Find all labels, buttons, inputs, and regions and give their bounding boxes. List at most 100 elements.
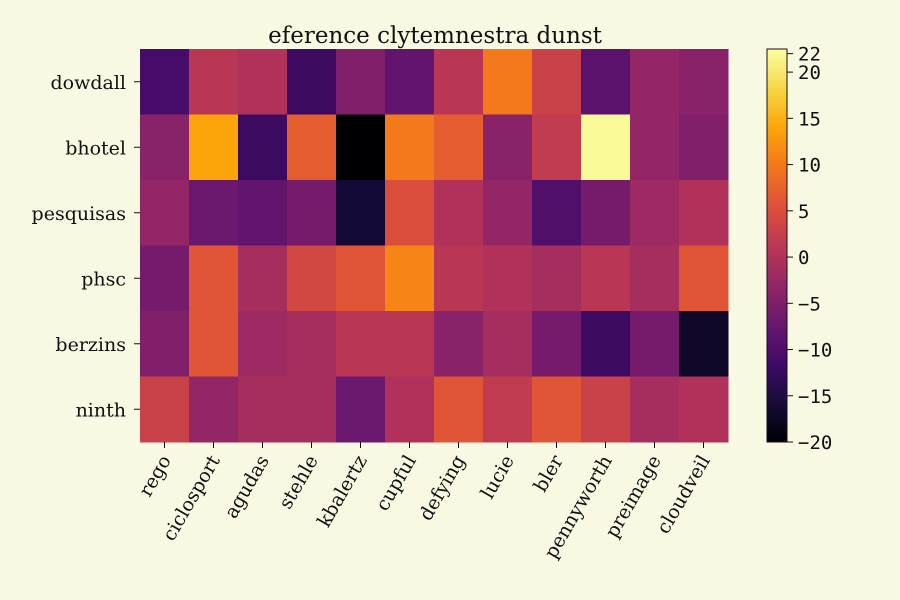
heatmap-cell bbox=[385, 245, 435, 312]
heatmap-cell bbox=[336, 376, 386, 443]
heatmap-cell bbox=[434, 49, 484, 115]
heatmap-cell bbox=[532, 114, 582, 181]
heatmap-cell bbox=[581, 245, 631, 312]
colorbar-tick-label: −5 bbox=[798, 293, 821, 315]
heatmap-cell bbox=[483, 49, 533, 115]
colorbar-tick-label: −15 bbox=[798, 386, 832, 408]
heatmap-cell bbox=[238, 49, 288, 115]
y-axis: dowdall bhotel pesquisas phsc berzins ninth bbox=[32, 72, 140, 421]
heatmap-cell bbox=[385, 49, 435, 115]
heatmap-cell bbox=[140, 376, 190, 443]
heatmap-cell bbox=[434, 245, 484, 312]
heatmap-cell bbox=[287, 49, 337, 115]
heatmap-cell bbox=[532, 376, 582, 443]
heatmap-cell bbox=[532, 245, 582, 312]
y-tick-label: dowdall bbox=[50, 72, 126, 94]
heatmap-cell bbox=[336, 245, 386, 312]
colorbar-tick-label: 20 bbox=[798, 62, 821, 84]
x-tick-label: lucie bbox=[477, 452, 519, 503]
heatmap-cell bbox=[483, 311, 533, 377]
heatmap-cell bbox=[581, 376, 631, 443]
colorbar-tick-label: 0 bbox=[798, 247, 809, 269]
x-tick-label: cupful bbox=[372, 452, 421, 515]
heatmap-cell bbox=[483, 245, 533, 312]
heatmap-cell bbox=[238, 114, 288, 181]
heatmap-cell bbox=[336, 49, 386, 115]
heatmap-cell bbox=[140, 49, 190, 115]
heatmap-cell bbox=[581, 180, 631, 246]
heatmap-cell bbox=[238, 180, 288, 246]
y-tick-label: pesquisas bbox=[32, 203, 126, 225]
heatmap-cell bbox=[238, 311, 288, 377]
heatmap-cell bbox=[140, 180, 190, 246]
heatmap-cell bbox=[287, 114, 337, 181]
heatmap-cell bbox=[679, 114, 729, 181]
y-tick-label: bhotel bbox=[65, 137, 126, 159]
heatmap-cell bbox=[189, 114, 239, 181]
heatmap-cell bbox=[483, 180, 533, 246]
heatmap-cell bbox=[483, 376, 533, 443]
heatmap-cell bbox=[434, 376, 484, 443]
y-tick-label: berzins bbox=[55, 334, 126, 356]
heatmap-cell bbox=[630, 180, 680, 246]
heatmap-cell bbox=[385, 311, 435, 377]
heatmap-cell bbox=[630, 49, 680, 115]
colorbar-tick-label: 10 bbox=[798, 155, 821, 177]
heatmap-cell bbox=[679, 376, 729, 443]
heatmap-cell bbox=[189, 376, 239, 443]
heatmap-cell bbox=[385, 376, 435, 443]
colorbar-gradient bbox=[766, 48, 788, 443]
chart-title: eference clytemnestra dunst bbox=[268, 23, 602, 49]
heatmap-cell bbox=[189, 311, 239, 377]
heatmap-cell bbox=[581, 114, 631, 181]
heatmap-cell bbox=[385, 114, 435, 181]
x-tick-label: agudas bbox=[220, 452, 274, 523]
heatmap-cell bbox=[630, 311, 680, 377]
x-tick-label: rego bbox=[135, 452, 176, 501]
colorbar-tick-label: 5 bbox=[798, 201, 809, 223]
heatmap-cell bbox=[532, 311, 582, 377]
colorbar-tick-label: 22 bbox=[798, 44, 821, 66]
heatmap-cell bbox=[679, 180, 729, 246]
colorbar-tick-label: 15 bbox=[798, 108, 821, 130]
heatmap-cell bbox=[630, 376, 680, 443]
heatmap-cell bbox=[336, 180, 386, 246]
y-tick-label: phsc bbox=[81, 268, 126, 290]
heatmap-cell bbox=[679, 311, 729, 377]
heatmap-cell bbox=[679, 245, 729, 312]
x-tick-label: stehle bbox=[275, 452, 323, 513]
heatmap-cell bbox=[140, 245, 190, 312]
heatmap-cell bbox=[238, 245, 288, 312]
heatmap-cell bbox=[483, 114, 533, 181]
heatmap-cell bbox=[336, 311, 386, 377]
colorbar-tick-label: −20 bbox=[798, 432, 832, 454]
heatmap-cell bbox=[336, 114, 386, 181]
heatmap-cell bbox=[238, 376, 288, 443]
heatmap-cell bbox=[630, 245, 680, 312]
y-tick-label: ninth bbox=[76, 399, 126, 421]
x-tick-label: defying bbox=[415, 452, 470, 525]
heatmap-cell bbox=[287, 245, 337, 312]
heatmap-cell bbox=[434, 114, 484, 181]
heatmap-cells bbox=[140, 49, 729, 443]
heatmap-cell bbox=[140, 311, 190, 377]
heatmap-cell bbox=[189, 180, 239, 246]
heatmap-cell bbox=[287, 311, 337, 377]
heatmap-cell bbox=[532, 49, 582, 115]
heatmap-cell bbox=[140, 114, 190, 181]
heatmap-cell bbox=[581, 311, 631, 377]
heatmap-cell bbox=[434, 311, 484, 377]
colorbar-tick-label: −10 bbox=[798, 340, 832, 362]
heatmap-cell bbox=[287, 376, 337, 443]
heatmap-cell bbox=[532, 180, 582, 246]
heatmap-cell bbox=[581, 49, 631, 115]
heatmap-cell bbox=[679, 49, 729, 115]
x-tick-label: bler bbox=[529, 451, 568, 496]
heatmap-cell bbox=[385, 180, 435, 246]
heatmap-cell bbox=[287, 180, 337, 246]
heatmap-cell bbox=[630, 114, 680, 181]
heatmap-cell bbox=[189, 49, 239, 115]
